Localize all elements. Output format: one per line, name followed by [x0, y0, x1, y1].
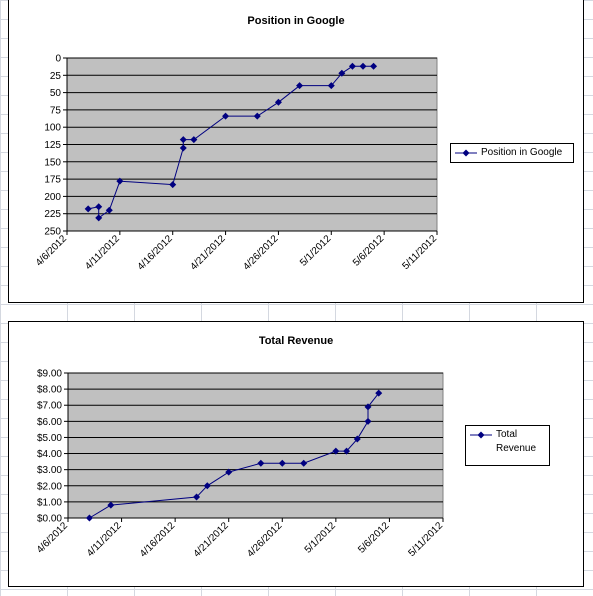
y-tick-label: $3.00 [37, 465, 62, 476]
data-point [95, 214, 103, 222]
y-tick-label: 50 [50, 88, 62, 99]
data-point [116, 177, 124, 185]
data-point [296, 82, 304, 90]
data-point [105, 206, 113, 214]
y-tick-label: 0 [55, 54, 61, 65]
data-point [348, 62, 356, 70]
data-point [225, 468, 233, 476]
y-tick-label: 200 [44, 192, 61, 203]
data-point [332, 447, 340, 455]
data-point [353, 435, 361, 443]
data-point [375, 389, 383, 397]
y-tick-label: $1.00 [37, 497, 62, 508]
data-point [179, 136, 187, 144]
legend-label: Total Revenue [496, 429, 537, 454]
y-tick-label: $2.00 [37, 481, 62, 492]
data-point [257, 459, 265, 467]
y-tick-label: $5.00 [37, 433, 62, 444]
y-tick-label: 150 [44, 157, 61, 168]
y-tick-label: 125 [44, 140, 61, 151]
data-point [278, 459, 286, 467]
y-tick-label: 75 [50, 105, 62, 116]
y-tick-label: $6.00 [37, 417, 62, 428]
y-tick-label: 25 [50, 71, 62, 82]
data-point [370, 62, 378, 70]
data-point [222, 112, 230, 120]
data-point [364, 417, 372, 425]
data-point [190, 136, 198, 144]
legend-marker [477, 431, 485, 439]
data-point [343, 447, 351, 455]
data-point [85, 514, 93, 522]
chart-title: Total Revenue [259, 335, 333, 347]
data-point [203, 482, 211, 490]
data-point [193, 493, 201, 501]
y-tick-label: $0.00 [37, 514, 62, 525]
series-line [89, 392, 380, 519]
data-point [327, 82, 335, 90]
chart-title: Position in Google [247, 15, 344, 27]
y-tick-label: 175 [44, 175, 61, 186]
data-point [179, 144, 187, 152]
plot-area [67, 372, 444, 519]
data-point [300, 459, 308, 467]
y-tick-label: $9.00 [37, 369, 62, 380]
y-tick-label: $4.00 [37, 449, 62, 460]
data-point [364, 403, 372, 411]
y-tick-label: $8.00 [37, 385, 62, 396]
legend-text-box: Total Revenue [496, 429, 537, 454]
y-tick-label: 250 [44, 227, 61, 238]
data-point [84, 205, 92, 213]
data-point [169, 181, 177, 189]
data-point [359, 62, 367, 70]
data-point [253, 112, 261, 120]
legend-box [450, 143, 574, 163]
data-point [338, 69, 346, 77]
legend-label: Position in Google [481, 147, 563, 158]
data-point [107, 501, 115, 509]
y-tick-label: 100 [44, 123, 61, 134]
legend-marker [462, 149, 470, 157]
data-point [95, 203, 103, 211]
legend-text-box: Position in Google [481, 147, 563, 158]
y-tick-label: 225 [44, 209, 61, 220]
y-tick-label: $7.00 [37, 401, 62, 412]
data-point [274, 98, 282, 106]
legend-box [465, 425, 550, 466]
